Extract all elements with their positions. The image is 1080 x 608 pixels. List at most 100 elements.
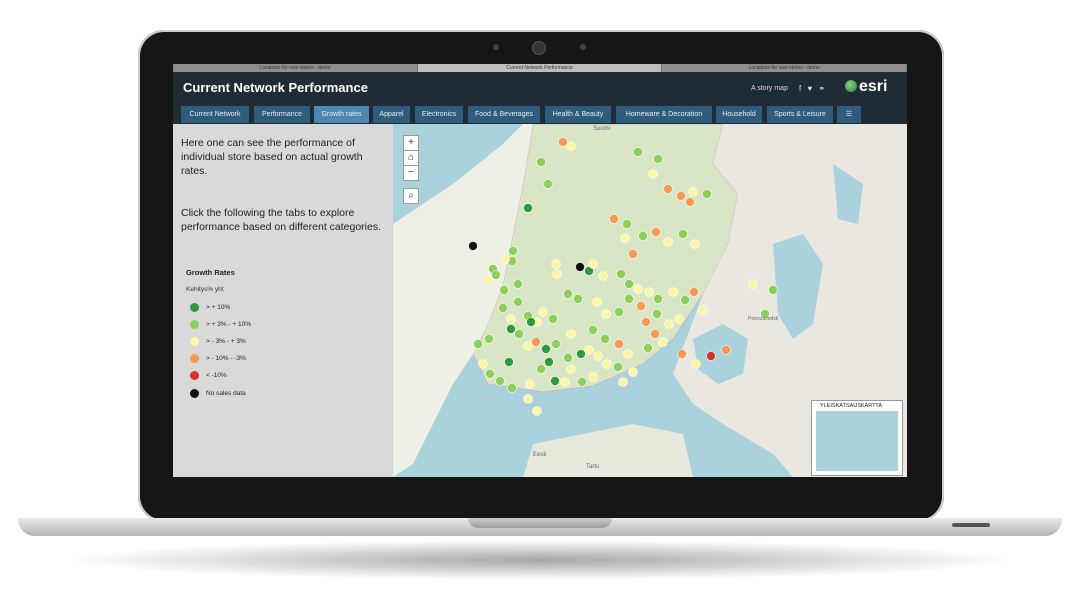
store-marker[interactable] <box>552 269 562 279</box>
store-marker[interactable] <box>593 351 603 361</box>
store-marker[interactable] <box>677 349 687 359</box>
store-marker[interactable] <box>702 189 712 199</box>
list-menu-icon[interactable]: ☰ <box>837 106 861 123</box>
store-marker[interactable] <box>575 262 585 272</box>
store-marker[interactable] <box>563 353 573 363</box>
store-marker[interactable] <box>536 364 546 374</box>
browser-tab[interactable]: Locations for new stores - demo <box>662 64 907 72</box>
map-canvas[interactable]: Suomi Tartu Eesti Petrozavodsk <box>393 124 907 477</box>
tab-sports-leisure[interactable]: Sports & Leisure <box>767 106 833 123</box>
store-marker[interactable] <box>678 229 688 239</box>
store-marker[interactable] <box>600 334 610 344</box>
store-marker[interactable] <box>526 317 536 327</box>
store-marker[interactable] <box>525 379 535 389</box>
store-marker[interactable] <box>513 279 523 289</box>
store-marker[interactable] <box>643 343 653 353</box>
tab-household[interactable]: Household <box>716 106 762 123</box>
store-marker[interactable] <box>620 233 630 243</box>
store-marker[interactable] <box>689 287 699 297</box>
store-marker[interactable] <box>674 314 684 324</box>
tab-food-beverages[interactable]: Food & Beverages <box>468 106 540 123</box>
store-marker[interactable] <box>577 377 587 387</box>
store-marker[interactable] <box>601 309 611 319</box>
store-marker[interactable] <box>588 259 598 269</box>
store-marker[interactable] <box>748 279 758 289</box>
store-marker[interactable] <box>760 309 770 319</box>
store-marker[interactable] <box>541 344 551 354</box>
store-marker[interactable] <box>613 362 623 372</box>
store-marker[interactable] <box>498 303 508 313</box>
store-marker[interactable] <box>592 297 602 307</box>
store-marker[interactable] <box>558 137 568 147</box>
store-marker[interactable] <box>622 219 632 229</box>
store-marker[interactable] <box>532 406 542 416</box>
store-marker[interactable] <box>523 394 533 404</box>
store-marker[interactable] <box>680 295 690 305</box>
store-marker[interactable] <box>685 197 695 207</box>
store-marker[interactable] <box>651 227 661 237</box>
store-marker[interactable] <box>484 334 494 344</box>
store-marker[interactable] <box>688 187 698 197</box>
store-marker[interactable] <box>706 351 716 361</box>
browser-tab[interactable]: Current Network Performance <box>417 64 663 72</box>
share-icons[interactable]: f ♥ ⚭ <box>799 84 828 93</box>
store-marker[interactable] <box>624 294 634 304</box>
store-marker[interactable] <box>636 301 646 311</box>
store-marker[interactable] <box>698 305 708 315</box>
store-marker[interactable] <box>544 357 554 367</box>
map-view[interactable]: Suomi Tartu Eesti Petrozavodsk + ⌂ − ⌕ Y… <box>393 124 907 477</box>
store-marker[interactable] <box>506 314 516 324</box>
store-marker[interactable] <box>588 325 598 335</box>
esri-logo[interactable]: esri <box>845 78 887 96</box>
store-marker[interactable] <box>644 287 654 297</box>
store-marker[interactable] <box>507 383 517 393</box>
store-marker[interactable] <box>504 357 514 367</box>
store-marker[interactable] <box>576 349 586 359</box>
store-marker[interactable] <box>483 275 493 285</box>
store-marker[interactable] <box>566 141 576 151</box>
store-marker[interactable] <box>499 285 509 295</box>
store-marker[interactable] <box>584 345 594 355</box>
tab-performance[interactable]: Performance <box>254 106 310 123</box>
store-marker[interactable] <box>638 231 648 241</box>
zoom-in-button[interactable]: + <box>403 135 419 151</box>
store-marker[interactable] <box>676 191 686 201</box>
store-marker[interactable] <box>478 359 488 369</box>
tab-health-beauty[interactable]: Health & Beauty <box>545 106 611 123</box>
store-marker[interactable] <box>523 203 533 213</box>
store-marker[interactable] <box>652 309 662 319</box>
store-marker[interactable] <box>653 154 663 164</box>
store-marker[interactable] <box>551 339 561 349</box>
store-marker[interactable] <box>653 294 663 304</box>
store-marker[interactable] <box>491 270 501 280</box>
store-marker[interactable] <box>690 239 700 249</box>
store-marker[interactable] <box>560 377 570 387</box>
store-marker[interactable] <box>566 364 576 374</box>
store-marker[interactable] <box>548 314 558 324</box>
store-marker[interactable] <box>513 297 523 307</box>
store-marker[interactable] <box>563 289 573 299</box>
browser-tab[interactable]: Locations for new stores - demo <box>173 64 418 72</box>
store-marker[interactable] <box>633 147 643 157</box>
overview-map[interactable]: YLEISKATSAUSKARTTA <box>811 400 903 476</box>
store-marker[interactable] <box>506 324 516 334</box>
store-marker[interactable] <box>721 345 731 355</box>
store-marker[interactable] <box>508 246 518 256</box>
store-marker[interactable] <box>543 179 553 189</box>
tab-homeware-decoration[interactable]: Homeware & Decoration <box>616 106 712 123</box>
store-marker[interactable] <box>566 329 576 339</box>
store-marker[interactable] <box>633 284 643 294</box>
store-marker[interactable] <box>616 269 626 279</box>
zoom-out-button[interactable]: − <box>403 165 419 181</box>
tab-current-network[interactable]: Current Network <box>181 106 249 123</box>
store-marker[interactable] <box>641 317 651 327</box>
store-marker[interactable] <box>485 369 495 379</box>
store-marker[interactable] <box>664 319 674 329</box>
store-marker[interactable] <box>523 341 533 351</box>
store-marker[interactable] <box>514 329 524 339</box>
store-marker[interactable] <box>691 359 701 369</box>
store-marker[interactable] <box>648 169 658 179</box>
store-marker[interactable] <box>551 259 561 269</box>
store-marker[interactable] <box>618 377 628 387</box>
search-icon[interactable]: ⌕ <box>403 188 419 204</box>
